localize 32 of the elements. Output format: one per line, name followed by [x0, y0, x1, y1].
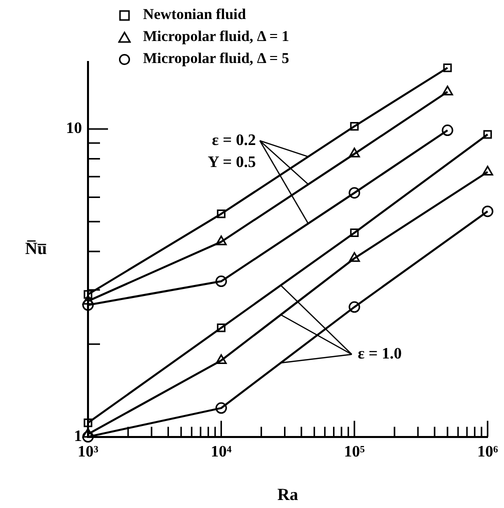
- legend-label: Micropolar fluid, Δ = 5: [143, 50, 290, 68]
- point: [483, 130, 492, 139]
- point: [482, 166, 494, 176]
- y-axis-title: N̅u̅: [25, 238, 47, 258]
- point: [216, 354, 227, 364]
- point: [215, 276, 227, 288]
- point: [84, 290, 92, 299]
- annotation: ε = 1.0: [358, 345, 402, 362]
- point: [348, 301, 360, 313]
- point: [82, 431, 94, 443]
- point: [348, 148, 360, 158]
- point: [348, 187, 360, 199]
- y-tick-label: 1: [74, 428, 82, 445]
- point: [216, 210, 226, 218]
- x-tick-label: 10⁵: [344, 444, 366, 461]
- point: [350, 122, 359, 131]
- x-axis-title: Ra: [277, 485, 299, 504]
- point: [482, 206, 494, 218]
- point: [350, 228, 359, 238]
- annotation: ε = 0.2 Y = 0.5: [208, 132, 256, 171]
- x-tick-label: 10⁴: [210, 444, 232, 461]
- y-tick-label: 10: [66, 120, 82, 138]
- point: [84, 418, 92, 428]
- point: [82, 299, 94, 311]
- legend-label: Newtonian fluid: [143, 6, 246, 24]
- x-tick-label: 10⁶: [477, 444, 498, 461]
- point: [215, 402, 227, 414]
- x-tick-label: 10³: [78, 444, 99, 461]
- point: [216, 324, 226, 332]
- point: [216, 236, 227, 246]
- point: [348, 252, 360, 262]
- legend-label: Micropolar fluid, Δ = 1: [143, 28, 290, 46]
